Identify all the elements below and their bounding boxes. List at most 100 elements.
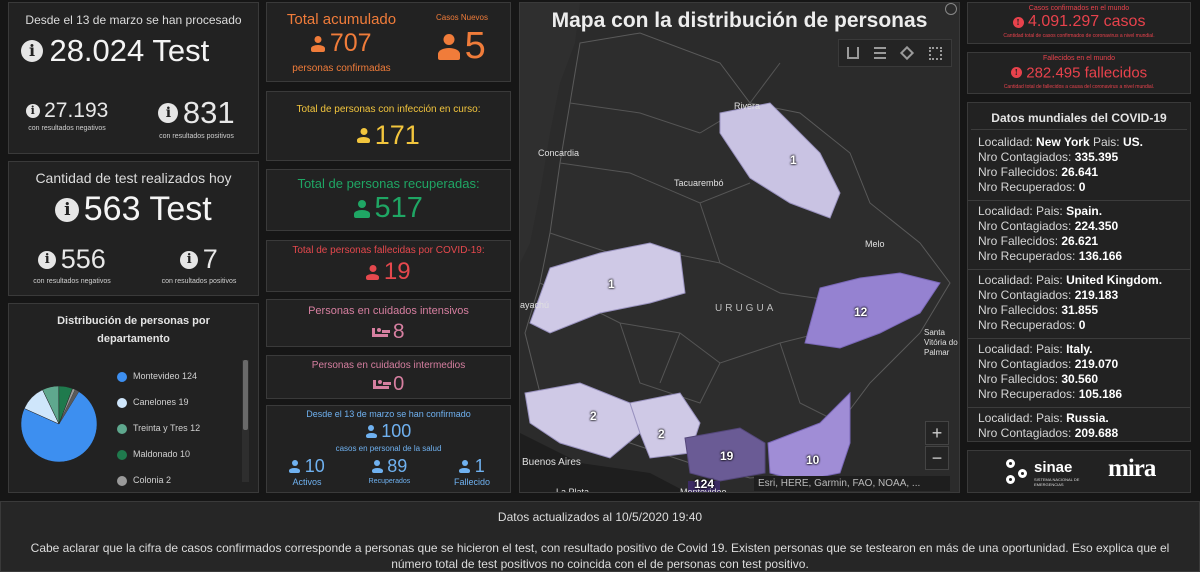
pie-slice-0[interactable] bbox=[20, 391, 98, 463]
world-list-item[interactable]: Localidad: Pais: Italy. Nro Contagiados: … bbox=[968, 342, 1190, 408]
distribution-title: Distribución de personas por departament… bbox=[57, 315, 210, 345]
sinae-subtitle: SISTEMA NACIONAL DE EMERGENCIAS bbox=[1034, 477, 1080, 487]
world-deaths-value: 282.495 fallecidos bbox=[1026, 64, 1148, 82]
today-negatives-value: 556 bbox=[60, 244, 106, 274]
person-icon bbox=[365, 425, 377, 438]
legend-scrollbar[interactable] bbox=[242, 360, 249, 482]
tests-positives-value: 831 bbox=[182, 95, 235, 130]
home-icon[interactable] bbox=[847, 47, 859, 59]
world-deaths-caption: Cantidad total de fallecidos a causa del… bbox=[1003, 84, 1155, 90]
tests-negatives-value: 27.193 bbox=[44, 99, 109, 122]
map-region-count[interactable]: 2 bbox=[658, 427, 665, 441]
distribution-card: Distribución de personas por departament… bbox=[8, 303, 259, 493]
world-list[interactable]: Localidad: New York Pais: US. Nro Contagi… bbox=[968, 129, 1190, 441]
staff-recovered-label: Recuperados bbox=[368, 478, 411, 485]
map-region-count[interactable]: 12 bbox=[854, 305, 868, 319]
person-icon bbox=[357, 128, 371, 143]
staff-active-value: 10 bbox=[304, 456, 325, 476]
staff-active-label: Activos bbox=[292, 477, 322, 487]
world-item-line: Localidad: Pais: Russia. bbox=[978, 411, 1109, 425]
world-list-title: Datos mundiales del COVID-19 bbox=[991, 111, 1167, 125]
person-icon bbox=[371, 460, 383, 473]
dept-maldonado bbox=[767, 391, 851, 482]
map-title: Mapa con la distribución de personas bbox=[551, 9, 928, 32]
tests-today-card: Cantidad de test realizados hoy i 563 Te… bbox=[8, 161, 259, 296]
world-list-item[interactable]: Localidad: Pais: United Kingdom. Nro Cont… bbox=[968, 273, 1190, 339]
zoom-out-button[interactable]: − bbox=[925, 446, 949, 470]
intermediate-card: Personas en cuidados intermedios 0 bbox=[266, 355, 511, 399]
map-place-label: URUGUA bbox=[715, 303, 777, 314]
map-region-count[interactable]: 1 bbox=[790, 153, 797, 167]
world-item-line: Nro Fallecidos: 30.560 bbox=[978, 372, 1099, 386]
world-list-item[interactable]: Localidad: Pais: Russia. Nro Contagiados:… bbox=[968, 411, 1190, 442]
today-negatives-label: con resultados negativos bbox=[33, 278, 111, 285]
bed-icon bbox=[372, 380, 391, 389]
update-timestamp: Datos actualizados al 10/5/2020 19:40 bbox=[497, 510, 703, 524]
world-item-line: Nro Fallecidos: bbox=[978, 441, 1190, 442]
total-label: personas confirmadas bbox=[292, 63, 391, 74]
dept-colonia bbox=[524, 382, 641, 459]
recovered-value: 517 bbox=[374, 192, 423, 224]
world-item-line: Nro Recuperados: 136.166 bbox=[978, 249, 1123, 263]
bed-icon bbox=[372, 327, 391, 337]
map-place-label: Rivera bbox=[734, 101, 761, 111]
world-list-item[interactable]: Localidad: New York Pais: US. Nro Contagi… bbox=[968, 135, 1190, 201]
map-region-count[interactable]: 19 bbox=[720, 449, 734, 463]
world-item-line: Nro Contagiados: 209.688 bbox=[978, 426, 1119, 440]
map-canvas[interactable] bbox=[520, 3, 960, 493]
dept-treinta-y-tres bbox=[804, 272, 941, 349]
basemap-gallery-icon[interactable] bbox=[929, 47, 942, 60]
legend-swatch bbox=[117, 450, 127, 460]
world-item-line: Nro Fallecidos: 31.855 bbox=[978, 303, 1099, 317]
deaths-card: Total de personas fallecidas por COVID-1… bbox=[266, 240, 511, 292]
map-place-label: ayachú bbox=[520, 300, 550, 310]
tests-total-card: Desde el 13 de marzo se han procesado i … bbox=[8, 2, 259, 154]
legend-item-3[interactable]: Maldonado 10 bbox=[133, 449, 191, 459]
recovered-title: Total de personas recuperadas: bbox=[297, 176, 480, 191]
icu-value: 8 bbox=[392, 320, 405, 343]
total-title: Total acumulado bbox=[286, 11, 397, 28]
map-place-label: Santa Vitória do Palmar bbox=[924, 328, 958, 357]
pie-slice-other[interactable] bbox=[59, 389, 79, 424]
map-card[interactable]: Rivera Concardia Tacuarembó Melo URUGUA ayach… bbox=[519, 2, 960, 493]
health-staff-value: 100 bbox=[381, 421, 412, 441]
world-deaths-card: Fallecidos en el mundo ! 282.495 falleci… bbox=[967, 52, 1191, 94]
world-confirmed-card: Casos confirmados en el mundo ! 4.091.29… bbox=[967, 2, 1191, 44]
world-list-item[interactable]: Localidad: Pais: Spain. Nro Contagiados: … bbox=[968, 204, 1190, 270]
person-icon bbox=[354, 199, 371, 218]
info-icon: i bbox=[38, 250, 57, 269]
world-confirmed-caption: Cantidad total de casos confirmados de c… bbox=[1003, 33, 1155, 39]
new-cases-value: 5 bbox=[464, 25, 486, 67]
distribution-pie[interactable] bbox=[19, 384, 99, 464]
legend-item-0[interactable]: Montevideo 124 bbox=[133, 371, 198, 381]
world-item-line: Nro Fallecidos: 26.641 bbox=[978, 165, 1099, 179]
mira-logo: mira bbox=[1108, 455, 1156, 482]
person-icon bbox=[366, 264, 380, 280]
tests-total-header: Desde el 13 de marzo se han procesado bbox=[25, 13, 242, 27]
world-item-line: Nro Contagiados: 219.183 bbox=[978, 288, 1119, 302]
world-item-line: Localidad: Pais: Spain. bbox=[978, 204, 1103, 218]
world-item-line: Localidad: Pais: Italy. bbox=[978, 342, 1093, 356]
legend-swatch bbox=[117, 398, 127, 408]
world-confirmed-value: 4.091.297 casos bbox=[1028, 13, 1146, 30]
zoom-in-button[interactable]: + bbox=[925, 421, 949, 445]
map-region-count[interactable]: 1 bbox=[608, 277, 615, 291]
legend-item-1[interactable]: Canelones 19 bbox=[133, 397, 189, 407]
list-icon[interactable] bbox=[874, 47, 886, 59]
legend-item-4[interactable]: Colonia 2 bbox=[133, 475, 172, 485]
map-region-count[interactable]: 2 bbox=[590, 409, 597, 423]
pie-slice-4[interactable] bbox=[58, 388, 76, 425]
layers-icon[interactable] bbox=[899, 45, 915, 61]
map-fullscreen-icon[interactable] bbox=[945, 3, 957, 15]
map-place-label: Buenos Aires bbox=[522, 457, 581, 468]
legend-item-2[interactable]: Treinta y Tres 12 bbox=[133, 423, 201, 433]
legend-swatch bbox=[117, 424, 127, 434]
map-region-count[interactable]: 10 bbox=[806, 453, 820, 467]
person-icon bbox=[459, 460, 471, 473]
tests-negatives-label: con resultados negativos bbox=[28, 125, 106, 132]
info-icon: ! bbox=[1010, 67, 1022, 79]
dept-rivera bbox=[719, 102, 841, 219]
map-region-count[interactable]: 124 bbox=[694, 477, 715, 491]
total-value: 707 bbox=[329, 29, 372, 57]
map-toolbar bbox=[838, 39, 952, 67]
